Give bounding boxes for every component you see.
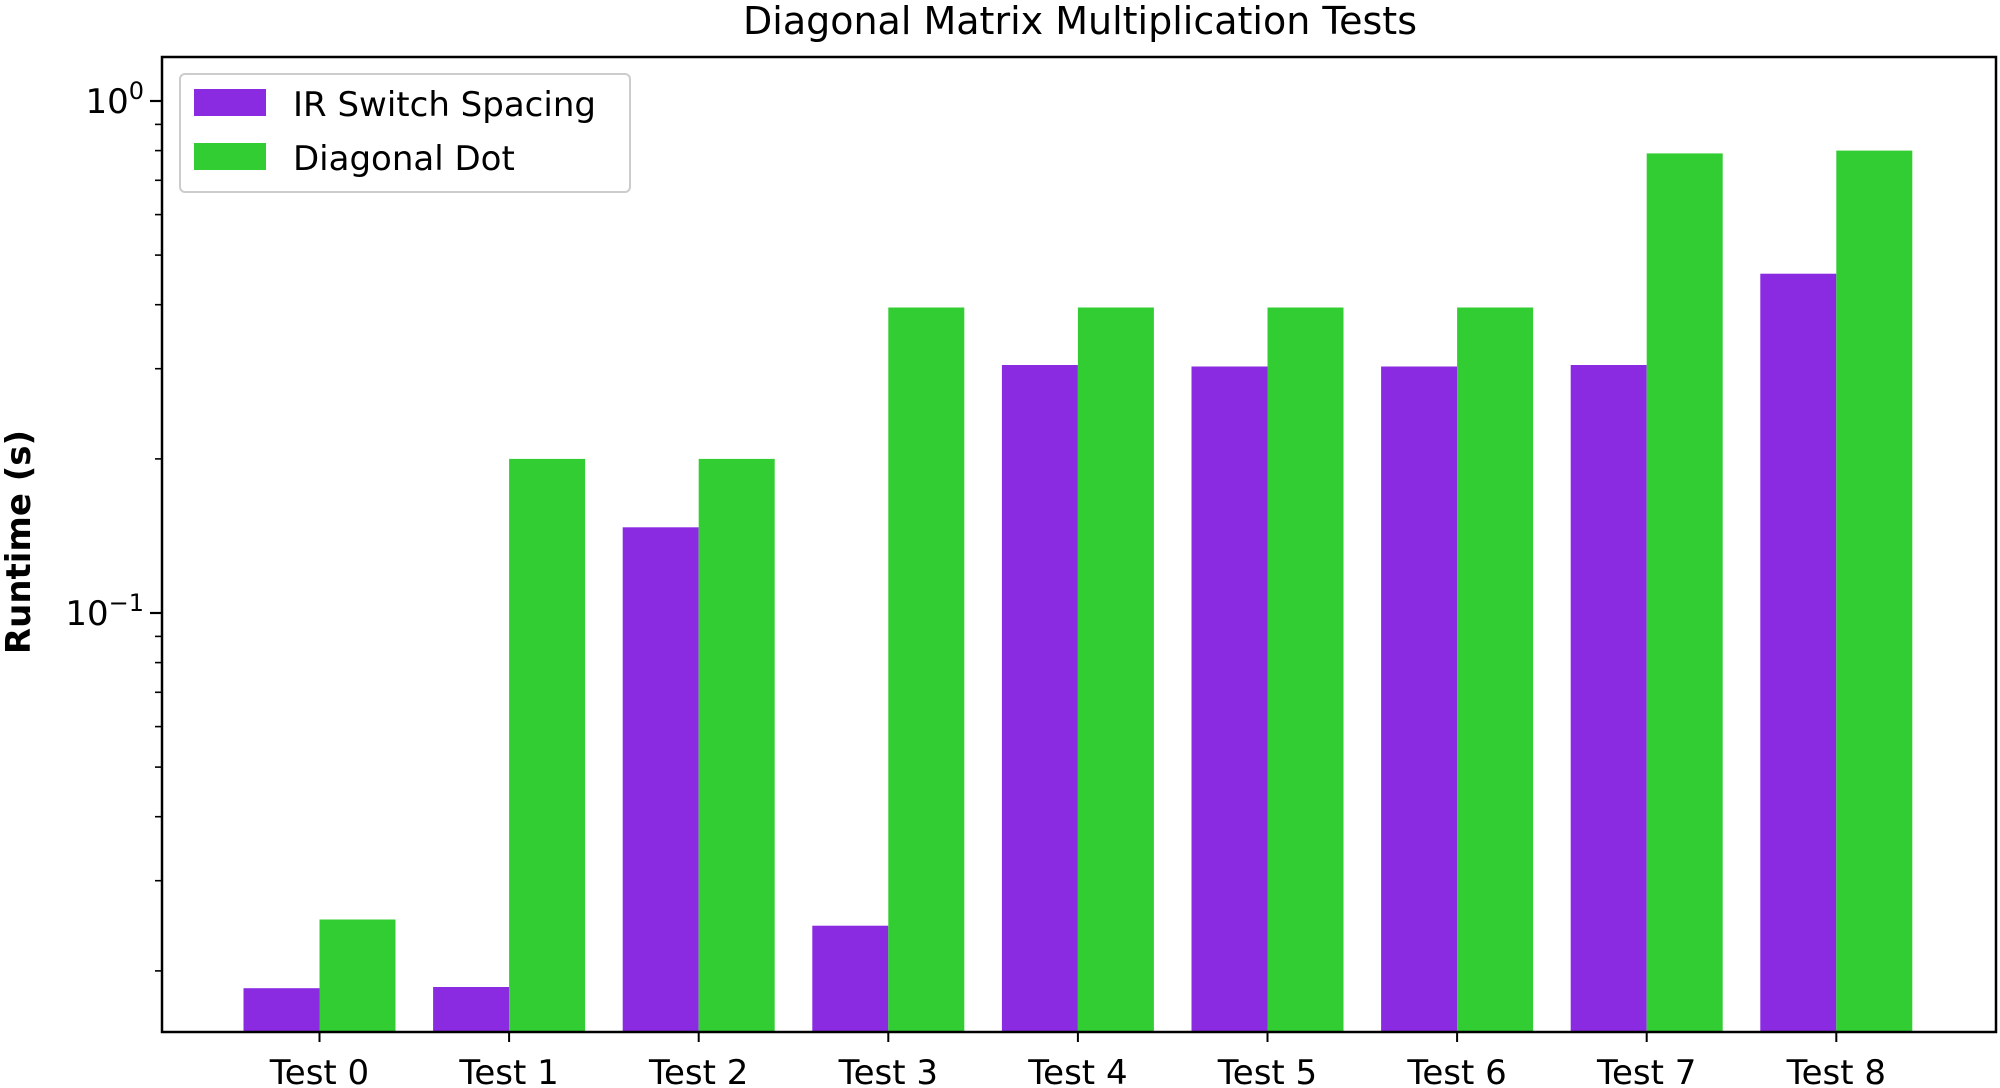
bar-diagonal-dot-4: [1077, 307, 1154, 1032]
legend-box: [179, 73, 631, 193]
bar-diagonal-dot-5: [1267, 307, 1344, 1032]
bar-diagonal-dot-0: [319, 919, 396, 1032]
bar-ir-switch-spacing-5: [1191, 366, 1268, 1032]
x-tick-label: Test 8: [1786, 1053, 1886, 1088]
legend-label: Diagonal Dot: [293, 139, 515, 179]
legend-swatch: [194, 89, 266, 116]
bar-diagonal-dot-3: [888, 307, 965, 1032]
bar-diagonal-dot-8: [1836, 150, 1913, 1033]
x-tick-label: Test 6: [1406, 1053, 1506, 1088]
y-ticks: 100 10−1: [65, 77, 162, 972]
x-tick-label: Test 2: [648, 1053, 748, 1088]
bar-diagonal-dot-2: [698, 458, 775, 1032]
bar-ir-switch-spacing-1: [433, 987, 510, 1032]
bar-ir-switch-spacing-7: [1570, 365, 1647, 1032]
bar-ir-switch-spacing-2: [622, 527, 699, 1032]
x-tick-label: Test 0: [269, 1053, 369, 1088]
legend-swatch: [194, 143, 266, 170]
y-tick-label: 100: [85, 77, 144, 122]
bar-ir-switch-spacing-0: [243, 988, 320, 1032]
bars: [243, 150, 1913, 1033]
x-tick-label: Test 7: [1596, 1053, 1696, 1088]
plot-area-frame: [160, 55, 1998, 1034]
bar-ir-switch-spacing-6: [1381, 366, 1458, 1032]
x-ticks: Test 0 Test 1 Test 2 Test 3 Test 4 Test 5 Test…: [269, 1032, 1886, 1088]
x-tick-label: Test 1: [458, 1053, 558, 1088]
bar-ir-switch-spacing-4: [1001, 365, 1078, 1032]
bar-diagonal-dot-1: [509, 458, 586, 1032]
bar-diagonal-dot-7: [1646, 153, 1723, 1032]
x-tick-label: Test 3: [838, 1053, 938, 1088]
legend-label: IR Switch Spacing: [293, 85, 596, 125]
y-tick-label: 10−1: [65, 589, 144, 634]
x-tick-label: Test 5: [1217, 1053, 1317, 1088]
bar-diagonal-dot-6: [1457, 307, 1534, 1032]
y-axis-label: Runtime (s): [0, 430, 39, 654]
bar-ir-switch-spacing-8: [1760, 273, 1837, 1032]
chart-title: Diagonal Matrix Multiplication Tests: [743, 0, 1417, 43]
bar-ir-switch-spacing-3: [812, 925, 889, 1032]
x-tick-label: Test 4: [1027, 1053, 1127, 1088]
legend: IR Switch Spacing Diagonal Dot: [179, 73, 631, 193]
